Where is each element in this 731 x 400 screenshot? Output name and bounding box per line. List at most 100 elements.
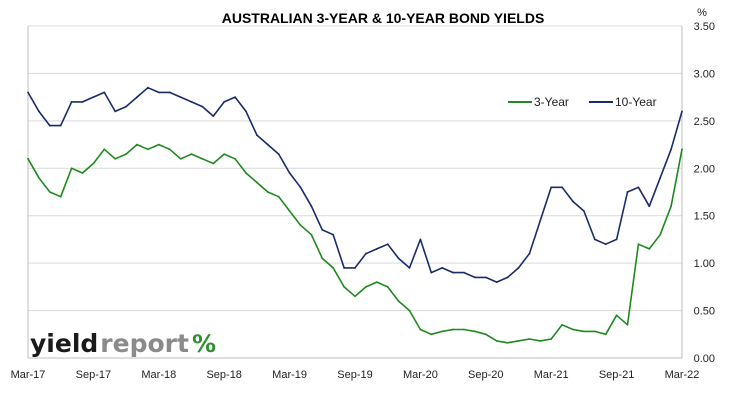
data-point-10-year (670, 148, 672, 151)
data-point-10-year (397, 257, 400, 260)
data-point-3-year (332, 267, 335, 269)
data-point-3-year (354, 295, 356, 298)
legend-label-3-year: 3-Year (534, 95, 569, 109)
data-point-3-year (365, 286, 367, 288)
data-point-10-year (114, 110, 117, 113)
x-tick-label: Mar-22 (665, 369, 700, 381)
chart-title: AUSTRALIAN 3-YEAR & 10-YEAR BOND YIELDS (222, 10, 545, 26)
data-point-10-year (157, 91, 160, 94)
data-point-3-year (277, 195, 280, 198)
data-point-3-year (593, 330, 596, 333)
x-axis-ticks: Mar-17 Sep-17 Mar-18 Sep-18 Mar-19 Sep-19 Mar-… (11, 369, 700, 381)
logo-text-report: report (100, 329, 189, 358)
data-point-3-year (179, 157, 182, 160)
data-point-10-year (354, 267, 356, 269)
data-point-3-year (452, 328, 454, 331)
data-point-3-year (550, 338, 553, 340)
data-point-10-year (277, 153, 280, 156)
y-tick-label: 0.50 (694, 306, 715, 318)
data-point-3-year (201, 157, 204, 160)
data-point-3-year (626, 323, 629, 326)
data-point-10-year (495, 281, 498, 283)
gridlines (27, 25, 683, 359)
data-point-3-year (125, 153, 127, 156)
data-point-10-year (659, 176, 662, 179)
data-point-10-year (550, 186, 553, 189)
data-point-3-year (212, 162, 215, 165)
y-tick-label: 3.50 (694, 21, 715, 33)
data-point-3-year (223, 153, 226, 156)
data-point-3-year (659, 233, 662, 236)
y-axis-ticks: 0.00 0.50 1.00 1.50 2.00 2.50 3.00 3.50 (694, 21, 715, 365)
data-point-3-year (81, 172, 84, 174)
data-point-3-year (38, 176, 40, 179)
logo-percent-icon: % (192, 330, 216, 358)
data-point-10-year (288, 172, 291, 174)
data-point-10-year (561, 186, 563, 189)
x-tick-label: Sep-17 (76, 369, 111, 381)
data-point-10-year (70, 101, 73, 103)
data-point-10-year (386, 243, 389, 246)
data-point-3-year (147, 148, 149, 151)
data-point-10-year (615, 238, 618, 241)
data-point-10-year (375, 248, 378, 250)
data-point-3-year (288, 210, 291, 212)
logo-text-yield: yield (30, 329, 98, 358)
data-point-3-year (648, 248, 651, 250)
data-point-3-year (59, 195, 62, 198)
y-tick-label: 1.50 (694, 211, 715, 223)
data-point-10-year (59, 124, 62, 127)
data-point-3-year (245, 172, 247, 174)
data-point-10-year (201, 105, 204, 108)
data-point-3-year (136, 143, 138, 146)
data-point-10-year (212, 115, 215, 117)
data-point-10-year (332, 233, 335, 236)
data-point-10-year (190, 101, 193, 103)
data-point-3-year (321, 257, 324, 260)
data-point-10-year (256, 134, 258, 137)
data-point-10-year (27, 91, 29, 94)
data-point-3-year (27, 157, 29, 160)
data-point-3-year (70, 167, 73, 170)
data-point-10-year (234, 96, 237, 98)
data-point-3-year (572, 328, 574, 331)
data-point-3-year (310, 233, 313, 236)
series-line-3-year (27, 143, 683, 344)
x-tick-label: Mar-20 (403, 369, 438, 381)
data-point-3-year (484, 333, 487, 336)
x-tick-label: Mar-19 (272, 369, 307, 381)
data-point-3-year (114, 157, 117, 160)
data-point-10-year (81, 101, 84, 103)
data-point-3-year (495, 340, 498, 342)
data-point-3-year (615, 314, 618, 317)
data-point-3-year (168, 148, 171, 151)
data-point-10-year (604, 243, 607, 246)
x-tick-label: Sep-21 (599, 369, 634, 381)
data-point-10-year (528, 252, 531, 255)
data-point-10-year (310, 205, 313, 208)
data-point-10-year (452, 271, 454, 274)
x-tick-label: Sep-18 (206, 369, 241, 381)
data-point-10-year (245, 110, 247, 113)
data-point-10-year (147, 86, 149, 89)
data-point-3-year (539, 340, 542, 342)
data-point-10-year (484, 276, 487, 279)
y-tick-label: 1.00 (694, 258, 715, 270)
data-point-10-year (321, 229, 324, 231)
data-point-10-year (266, 143, 269, 146)
data-point-10-year (125, 105, 127, 108)
y-axis-unit-label: % (697, 7, 707, 19)
data-point-3-year (408, 309, 411, 312)
data-point-10-year (343, 267, 345, 269)
data-point-10-year (168, 91, 171, 94)
data-point-3-year (681, 148, 683, 151)
x-tick-label: Mar-17 (11, 369, 46, 381)
data-point-3-year (48, 191, 51, 193)
data-point-10-year (38, 110, 40, 113)
data-point-3-year (517, 340, 520, 342)
data-point-3-year (528, 338, 531, 340)
data-point-3-year (430, 333, 433, 336)
data-point-10-year (648, 205, 651, 208)
data-point-10-year (223, 101, 226, 103)
data-point-3-year (474, 330, 476, 333)
